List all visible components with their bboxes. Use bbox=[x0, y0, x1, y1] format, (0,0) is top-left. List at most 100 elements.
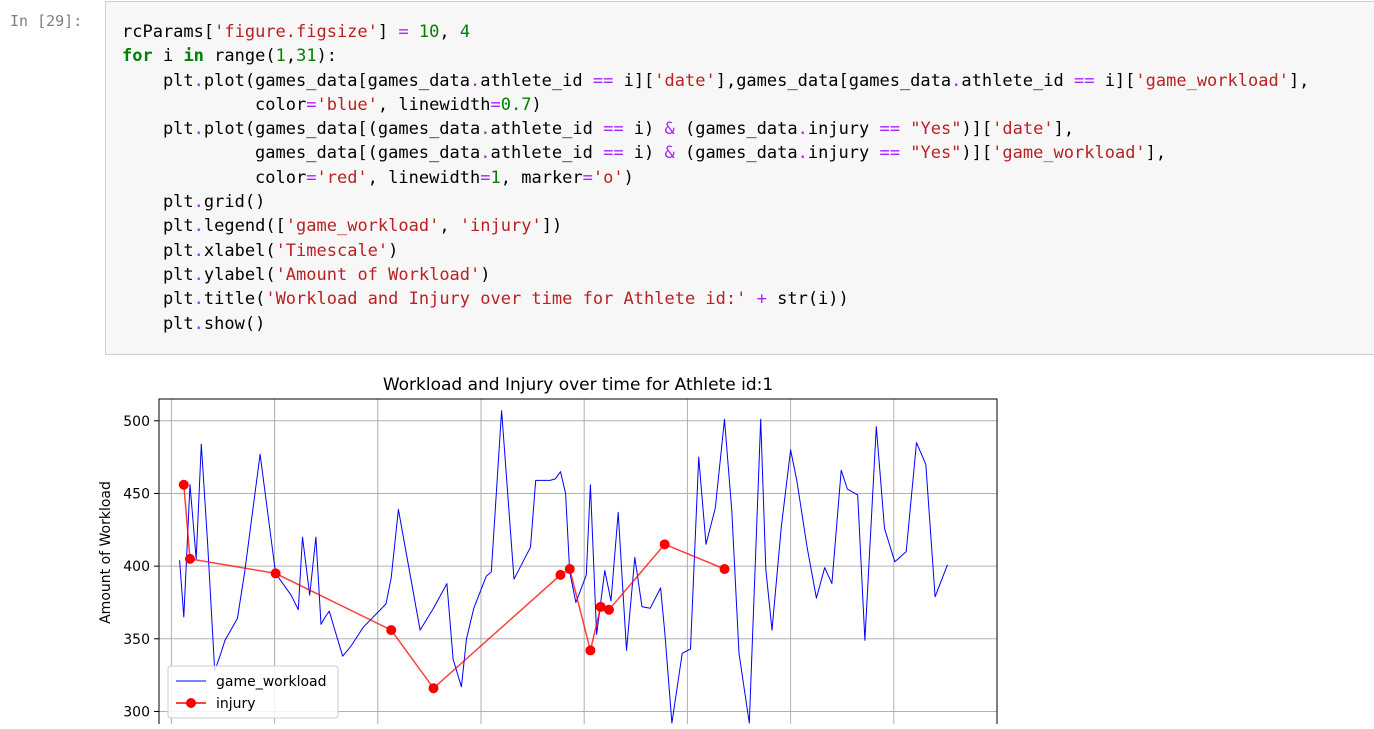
code-token: 'date' bbox=[654, 70, 716, 91]
code-token: injury bbox=[807, 143, 880, 164]
injury-marker bbox=[270, 568, 281, 579]
code-token: 31 bbox=[296, 46, 317, 67]
code-token: plot(games_data[(games_data bbox=[203, 119, 481, 140]
code-token: 'Workload and Injury over time for Athle… bbox=[265, 289, 747, 310]
code-token: plt bbox=[122, 313, 194, 334]
cell-output: Workload and Injury over time for Athlet… bbox=[90, 366, 1010, 727]
injury-marker bbox=[184, 553, 195, 564]
code-token: = bbox=[306, 94, 317, 115]
code-token: . bbox=[480, 143, 491, 164]
code-token: = bbox=[490, 94, 501, 115]
code-token: plt bbox=[122, 264, 194, 285]
code-line: color='blue', linewidth=0.7) bbox=[122, 93, 1309, 117]
code-token bbox=[900, 119, 910, 139]
code-token: . bbox=[193, 264, 204, 285]
code-token: = bbox=[480, 167, 491, 188]
code-token: athlete_id bbox=[490, 143, 604, 164]
code-token: athlete_id bbox=[480, 70, 593, 91]
code-token: . bbox=[193, 216, 204, 237]
code-token: , bbox=[439, 22, 460, 42]
code-token: , marker bbox=[500, 167, 583, 188]
y-tick-label: 300 bbox=[123, 704, 150, 720]
code-token: . bbox=[470, 70, 481, 91]
code-token: . bbox=[480, 119, 491, 140]
code-token: ) bbox=[623, 167, 634, 188]
code-token: . bbox=[951, 70, 962, 91]
code-token: 0.7 bbox=[500, 94, 532, 115]
code-token: . bbox=[797, 119, 808, 140]
code-token bbox=[409, 22, 419, 42]
code-editor[interactable]: rcParams['figure.figsize'] = 10, 4 for i … bbox=[122, 20, 1309, 336]
code-token: 'Amount of Workload' bbox=[275, 264, 481, 285]
code-token: . bbox=[193, 192, 204, 213]
injury-marker bbox=[659, 539, 670, 550]
injury-marker bbox=[603, 604, 614, 615]
code-token: . bbox=[193, 70, 204, 91]
code-token: 10 bbox=[418, 22, 440, 42]
code-token: show() bbox=[203, 313, 266, 334]
code-token: 'figure.figsize' bbox=[214, 22, 378, 42]
code-token: 'injury' bbox=[459, 216, 542, 237]
y-tick-label: 400 bbox=[123, 559, 150, 575]
code-token: )][ bbox=[961, 119, 993, 140]
game-workload-line bbox=[179, 410, 948, 724]
code-token: i bbox=[152, 46, 184, 67]
code-token: i][ bbox=[613, 70, 655, 91]
code-token: ]) bbox=[541, 216, 563, 237]
code-token: plt bbox=[122, 192, 194, 213]
code-token: , bbox=[285, 46, 297, 67]
code-token: plt bbox=[122, 240, 194, 261]
code-line: plt.plot(games_data[(games_data.athlete_… bbox=[122, 117, 1309, 141]
code-token: str(i)) bbox=[766, 289, 849, 310]
code-line: plt.ylabel('Amount of Workload') bbox=[122, 263, 1309, 287]
code-token: i) bbox=[623, 143, 665, 164]
code-token: (games_data bbox=[674, 119, 798, 140]
code-token: ): bbox=[316, 46, 338, 67]
code-token: (games_data bbox=[674, 143, 798, 164]
series-game-workload bbox=[179, 410, 948, 724]
code-token: = bbox=[398, 22, 409, 42]
injury-marker bbox=[719, 564, 730, 575]
code-token: color bbox=[122, 94, 307, 115]
legend-marker-injury bbox=[186, 698, 196, 708]
code-token: 1 bbox=[275, 46, 286, 67]
code-token: 'game_workload' bbox=[285, 216, 440, 237]
code-token: . bbox=[193, 119, 204, 140]
code-token: == bbox=[879, 143, 900, 164]
injury-marker bbox=[555, 569, 566, 580]
code-token: , linewidth bbox=[377, 94, 491, 115]
y-axis-label: Amount of Workload bbox=[98, 481, 114, 624]
code-token: 'blue' bbox=[316, 94, 378, 115]
code-token: 1 bbox=[490, 167, 501, 188]
y-axis-ticks: 300 350 400 450 500 bbox=[123, 414, 159, 720]
y-tick-label: 450 bbox=[123, 486, 150, 502]
code-token: == bbox=[1073, 70, 1095, 91]
code-token: 'red' bbox=[316, 167, 368, 188]
code-token: = bbox=[306, 167, 317, 188]
code-token: "Yes" bbox=[910, 143, 962, 164]
code-token: 4 bbox=[459, 22, 471, 42]
code-token: plot(games_data[games_data bbox=[203, 70, 471, 91]
code-token: title( bbox=[203, 289, 266, 310]
workload-chart: Workload and Injury over time for Athlet… bbox=[98, 375, 998, 727]
code-cell-input[interactable]: rcParams['figure.figsize'] = 10, 4 for i … bbox=[105, 1, 1374, 355]
code-token: , bbox=[439, 216, 460, 237]
injury-marker bbox=[564, 564, 575, 575]
y-tick-label: 500 bbox=[123, 414, 150, 430]
code-token: "Yes" bbox=[910, 119, 962, 140]
code-token: ], bbox=[1053, 119, 1075, 140]
code-token: for bbox=[122, 46, 153, 67]
code-token: + bbox=[756, 289, 767, 310]
code-token: 'game_workload' bbox=[1135, 70, 1289, 91]
code-token: ],games_data[games_data bbox=[715, 70, 952, 91]
cell-prompt: In [29]: bbox=[10, 12, 83, 30]
legend-label-injury: injury bbox=[216, 696, 256, 712]
code-token: injury bbox=[807, 119, 880, 140]
code-line: plt.plot(games_data[games_data.athlete_i… bbox=[122, 69, 1309, 93]
code-token: ) bbox=[388, 240, 399, 261]
code-token: ) bbox=[531, 94, 542, 115]
injury-marker bbox=[428, 683, 439, 694]
y-tick-label: 350 bbox=[123, 632, 150, 648]
code-token: ], bbox=[1288, 70, 1310, 91]
